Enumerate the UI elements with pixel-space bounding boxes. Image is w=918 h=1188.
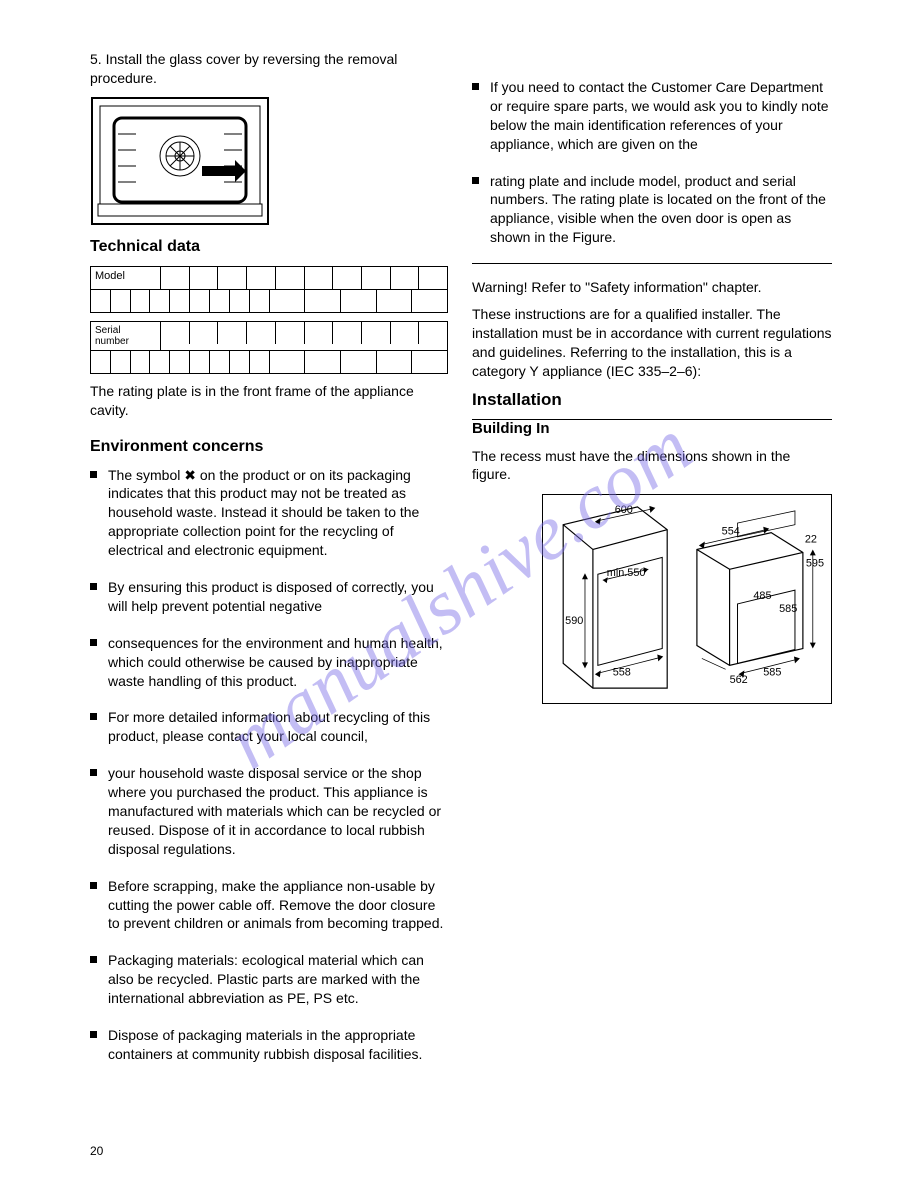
- install-warning: Warning! Refer to "Safety information" c…: [472, 278, 832, 297]
- installation-heading: Installation: [472, 390, 832, 410]
- env-bullet-5: Before scrapping, make the appliance non…: [90, 877, 450, 934]
- env-bullet-1: By ensuring this product is disposed of …: [90, 578, 450, 616]
- environment-bullets: The symbol ✖ on the product or on its pa…: [90, 466, 450, 1064]
- env-bullet-6: Packaging materials: ecological material…: [90, 951, 450, 1008]
- right-column: If you need to contact the Customer Care…: [472, 50, 832, 714]
- page: 5. Install the glass cover by reversing …: [0, 0, 918, 1188]
- dim-558: 558: [613, 667, 631, 679]
- dim-485: 485: [753, 590, 771, 602]
- plate-label-serial: Serial number: [91, 322, 161, 350]
- env-bullet-7: Dispose of packaging materials in the ap…: [90, 1026, 450, 1064]
- rating-plate-serial: Serial number: [90, 321, 448, 374]
- top-bullet-0: If you need to contact the Customer Care…: [472, 78, 832, 154]
- page-number: 20: [90, 1144, 103, 1158]
- building-in-heading: Building In: [472, 420, 832, 437]
- step-number: 5.: [90, 51, 102, 67]
- left-column: 5. Install the glass cover by reversing …: [90, 50, 450, 1082]
- top-right-bullets: If you need to contact the Customer Care…: [472, 78, 832, 247]
- dim-min550: min.550: [607, 568, 646, 580]
- dim-22: 22: [805, 534, 817, 546]
- env-bullet-0: The symbol ✖ on the product or on its pa…: [90, 466, 450, 560]
- install-intro: These instructions are for a qualified i…: [472, 305, 832, 381]
- env-bullet-4: your household waste disposal service or…: [90, 764, 450, 858]
- dim-590: 590: [565, 615, 583, 627]
- dim-585h: 585: [779, 603, 797, 615]
- step-5: 5. Install the glass cover by reversing …: [90, 50, 450, 88]
- environment-heading: Environment concerns: [90, 438, 450, 456]
- dim-562: 562: [730, 675, 748, 687]
- step-text: Install the glass cover by reversing the…: [90, 51, 397, 86]
- plate-label-model: Model: [91, 267, 161, 289]
- dim-585d: 585: [763, 667, 781, 679]
- technical-data-heading: Technical data: [90, 238, 450, 256]
- rating-plate-model: Model: [90, 266, 448, 313]
- divider-1: [472, 263, 832, 264]
- env-bullet-2: consequences for the environment and hum…: [90, 634, 450, 691]
- figure-installation-dimensions: min.550 600 590 558: [542, 494, 832, 704]
- figure-oven-interior: [90, 96, 270, 226]
- building-in-text: The recess must have the dimensions show…: [472, 447, 832, 485]
- dim-554: 554: [722, 526, 740, 538]
- dim-595: 595: [806, 558, 824, 570]
- rating-plate-text: The rating plate is in the front frame o…: [90, 382, 450, 420]
- top-bullet-1: rating plate and include model, product …: [472, 172, 832, 248]
- dim-600: 600: [615, 504, 633, 516]
- env-bullet-3: For more detailed information about recy…: [90, 708, 450, 746]
